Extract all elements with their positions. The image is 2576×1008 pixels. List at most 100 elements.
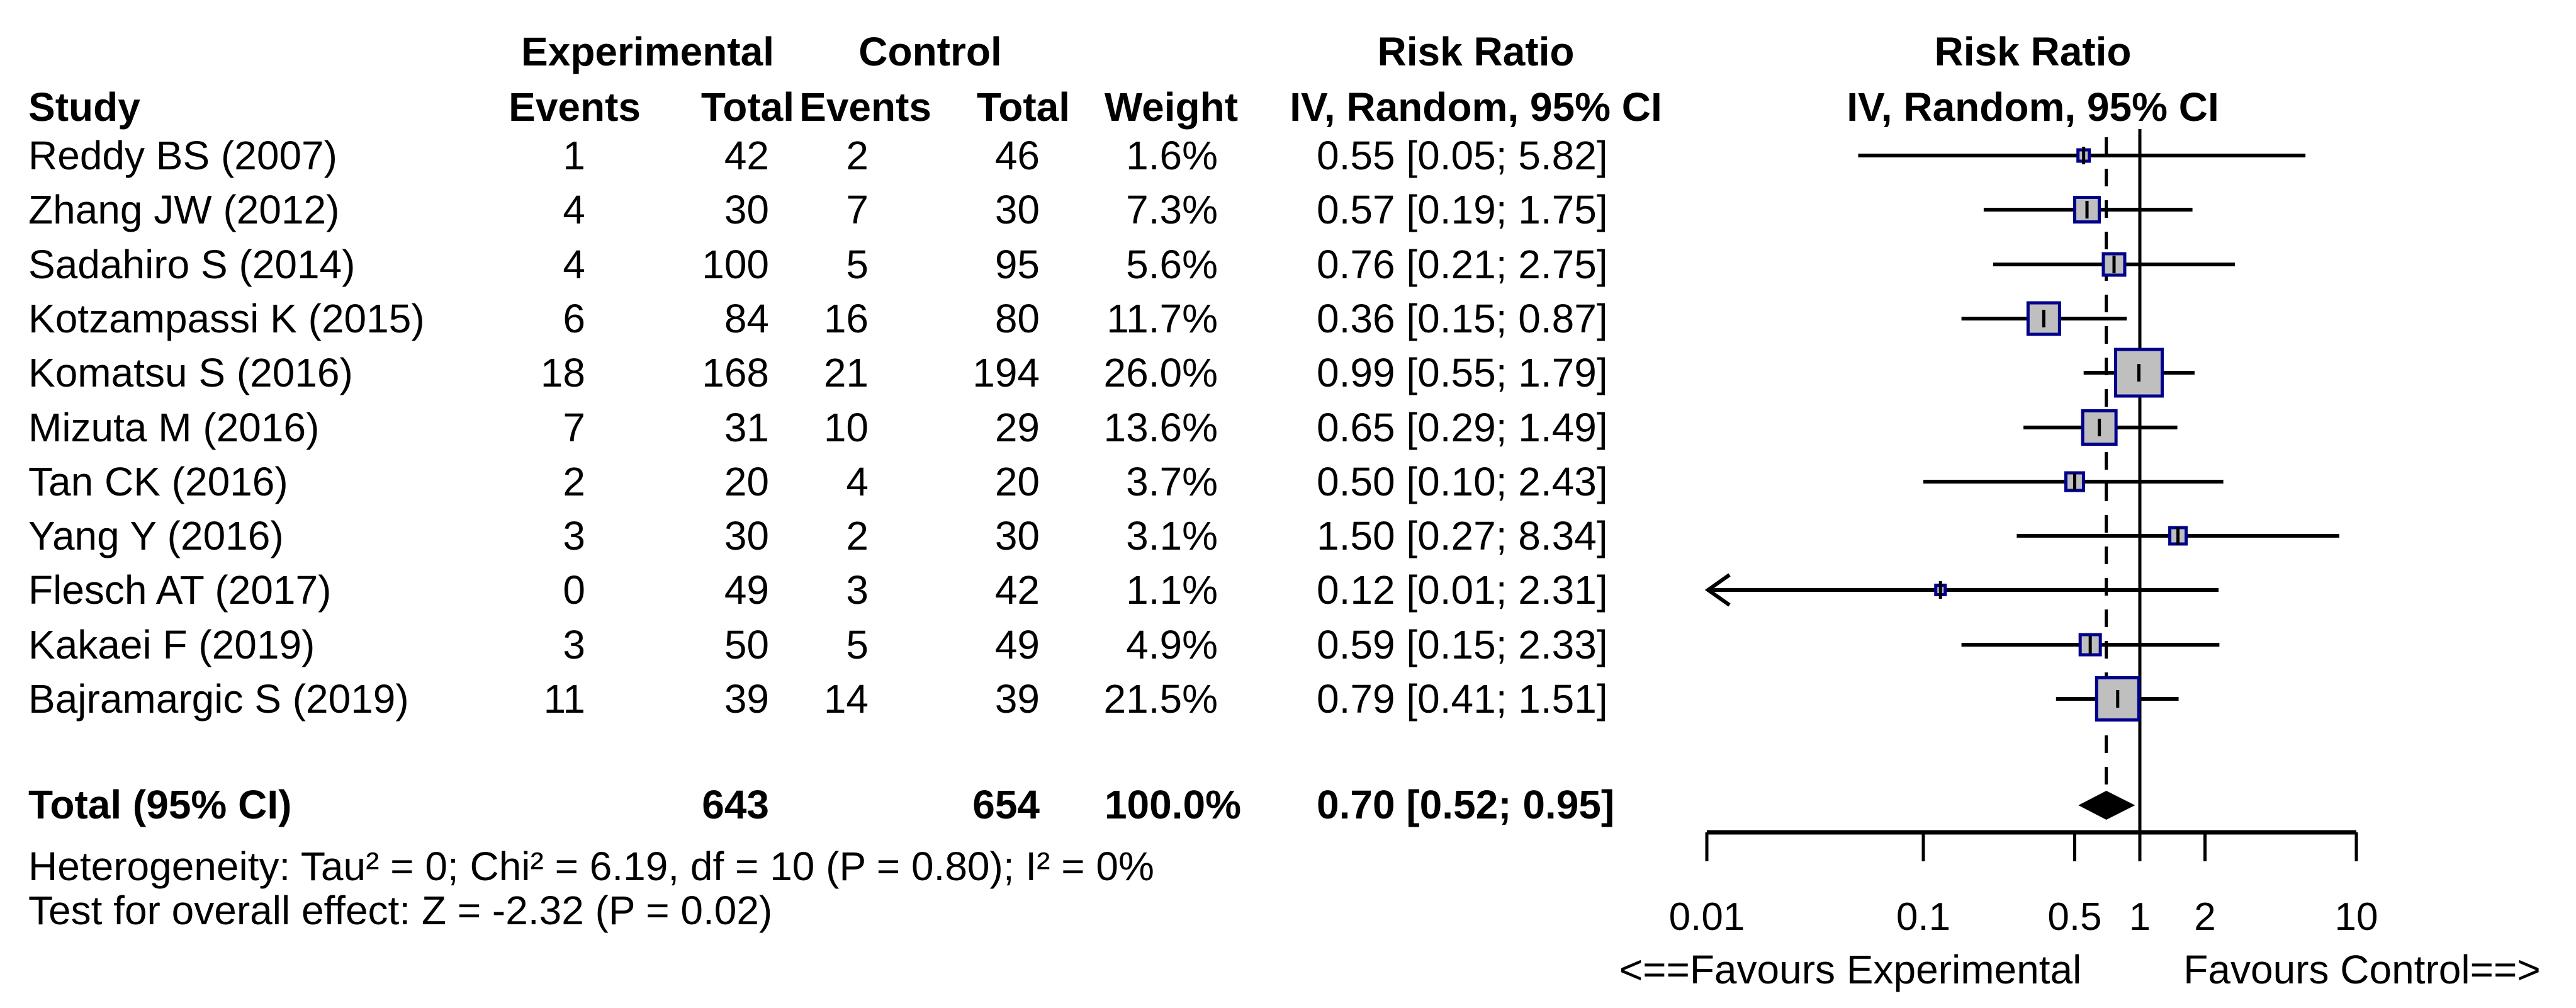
ci-arrow-left xyxy=(1704,573,1731,607)
total-row-label: Total (95% CI) xyxy=(28,782,292,827)
study-name: Kakaei F (2019) xyxy=(28,622,315,667)
total-ctrl-value: 30 xyxy=(994,187,1040,232)
study-name: Bajramargic S (2019) xyxy=(28,676,409,722)
weight-value: 13.6% xyxy=(1103,405,1218,450)
axis-tick-label: 0.5 xyxy=(2047,895,2102,939)
column-header-events-exp: Events xyxy=(509,84,641,130)
plot-subtitle-iv-random: IV, Random, 95% CI xyxy=(1847,84,2219,130)
favours-control-label: Favours Control==> xyxy=(2183,947,2541,992)
events-exp-value: 3 xyxy=(563,513,585,558)
total-ctrl-value: 46 xyxy=(994,133,1040,178)
total-exp-value: 168 xyxy=(702,350,769,395)
weight-square xyxy=(2026,301,2061,336)
total-ctrl-value: 42 xyxy=(994,567,1040,613)
column-group-control: Control xyxy=(858,29,1002,74)
weight-value: 1.1% xyxy=(1126,567,1218,613)
total-row-total-exp: 643 xyxy=(702,782,769,827)
events-ctrl-value: 10 xyxy=(823,405,869,450)
study-name: Tan CK (2016) xyxy=(28,459,288,504)
heterogeneity-text: Heterogeneity: Tau² = 0; Chi² = 6.19, df… xyxy=(28,844,1154,889)
total-ctrl-value: 30 xyxy=(994,513,1040,558)
events-ctrl-value: 4 xyxy=(846,459,869,504)
events-exp-value: 1 xyxy=(563,133,585,178)
total-exp-value: 30 xyxy=(724,513,769,558)
rr-ci-value: 0.36 [0.15; 0.87] xyxy=(1317,296,1608,341)
favours-experimental-label: <==Favours Experimental xyxy=(1619,947,2082,992)
rr-ci-value: 0.55 [0.05; 5.82] xyxy=(1317,133,1608,178)
events-ctrl-value: 21 xyxy=(823,350,869,395)
plot-title-risk-ratio: Risk Ratio xyxy=(1934,29,2132,74)
column-group-risk-ratio: Risk Ratio xyxy=(1377,29,1575,74)
total-exp-value: 50 xyxy=(724,622,769,667)
weight-value: 1.6% xyxy=(1126,133,1218,178)
axis-tick-label: 0.1 xyxy=(1896,895,1951,939)
column-group-experimental: Experimental xyxy=(521,29,774,74)
events-exp-value: 6 xyxy=(563,296,585,341)
axis-tick-label: 10 xyxy=(2334,895,2378,939)
weight-value: 26.0% xyxy=(1103,350,1218,395)
weight-value: 3.1% xyxy=(1126,513,1218,558)
study-name: Kotzampassi K (2015) xyxy=(28,296,425,341)
rr-ci-value: 0.76 [0.21; 2.75] xyxy=(1317,242,1608,287)
study-name: Mizuta M (2016) xyxy=(28,405,320,450)
total-ctrl-value: 20 xyxy=(994,459,1040,504)
events-exp-value: 4 xyxy=(563,187,585,232)
total-ctrl-value: 49 xyxy=(994,622,1040,667)
total-row-weight: 100.0% xyxy=(1104,782,1241,827)
weight-value: 21.5% xyxy=(1103,676,1218,722)
study-name: Komatsu S (2016) xyxy=(28,350,353,395)
events-exp-value: 4 xyxy=(563,242,585,287)
total-exp-value: 42 xyxy=(724,133,769,178)
events-exp-value: 2 xyxy=(563,459,585,504)
events-exp-value: 0 xyxy=(563,567,585,613)
column-header-study: Study xyxy=(28,84,140,130)
weight-value: 3.7% xyxy=(1126,459,1218,504)
rr-ci-value: 0.50 [0.10; 2.43] xyxy=(1317,459,1608,504)
total-ctrl-value: 29 xyxy=(994,405,1040,450)
total-ctrl-value: 194 xyxy=(972,350,1040,395)
rr-ci-value: 1.50 [0.27; 8.34] xyxy=(1317,513,1608,558)
weight-value: 5.6% xyxy=(1126,242,1218,287)
weight-value: 4.9% xyxy=(1126,622,1218,667)
rr-ci-value: 0.79 [0.41; 1.51] xyxy=(1317,676,1608,722)
events-ctrl-value: 16 xyxy=(823,296,869,341)
events-ctrl-value: 2 xyxy=(846,513,869,558)
events-exp-value: 7 xyxy=(563,405,585,450)
total-exp-value: 20 xyxy=(724,459,769,504)
events-exp-value: 3 xyxy=(563,622,585,667)
rr-ci-value: 0.57 [0.19; 1.75] xyxy=(1317,187,1608,232)
overall-effect-text: Test for overall effect: Z = -2.32 (P = … xyxy=(28,888,773,933)
events-ctrl-value: 2 xyxy=(846,133,869,178)
total-exp-value: 31 xyxy=(724,405,769,450)
study-name: Yang Y (2016) xyxy=(28,513,284,558)
events-ctrl-value: 5 xyxy=(846,622,869,667)
column-header-iv-random: IV, Random, 95% CI xyxy=(1290,84,1662,130)
weight-value: 7.3% xyxy=(1126,187,1218,232)
axis-tick-label: 1 xyxy=(2129,895,2151,939)
total-row-total-ctrl: 654 xyxy=(972,782,1040,827)
study-name: Reddy BS (2007) xyxy=(28,133,337,178)
total-ctrl-value: 80 xyxy=(994,296,1040,341)
total-exp-value: 84 xyxy=(724,296,769,341)
pooled-diamond xyxy=(2078,791,2135,820)
rr-ci-value: 0.59 [0.15; 2.33] xyxy=(1317,622,1608,667)
weight-value: 11.7% xyxy=(1106,296,1218,341)
events-ctrl-value: 5 xyxy=(846,242,869,287)
column-header-total-ctrl: Total xyxy=(976,84,1070,130)
total-ctrl-value: 39 xyxy=(994,676,1040,722)
total-row-rr-ci: 0.70 [0.52; 0.95] xyxy=(1317,782,1615,827)
events-ctrl-value: 14 xyxy=(823,676,869,722)
column-header-weight: Weight xyxy=(1104,84,1238,130)
total-exp-value: 39 xyxy=(724,676,769,722)
total-exp-value: 30 xyxy=(724,187,769,232)
events-ctrl-value: 7 xyxy=(846,187,869,232)
total-exp-value: 49 xyxy=(724,567,769,613)
study-name: Flesch AT (2017) xyxy=(28,567,332,613)
axis-tick-label: 0.01 xyxy=(1668,895,1745,939)
total-ctrl-value: 95 xyxy=(994,242,1040,287)
rr-ci-value: 0.65 [0.29; 1.49] xyxy=(1317,405,1608,450)
events-exp-value: 18 xyxy=(540,350,585,395)
study-name: Sadahiro S (2014) xyxy=(28,242,356,287)
rr-ci-value: 0.12 [0.01; 2.31] xyxy=(1317,567,1608,613)
